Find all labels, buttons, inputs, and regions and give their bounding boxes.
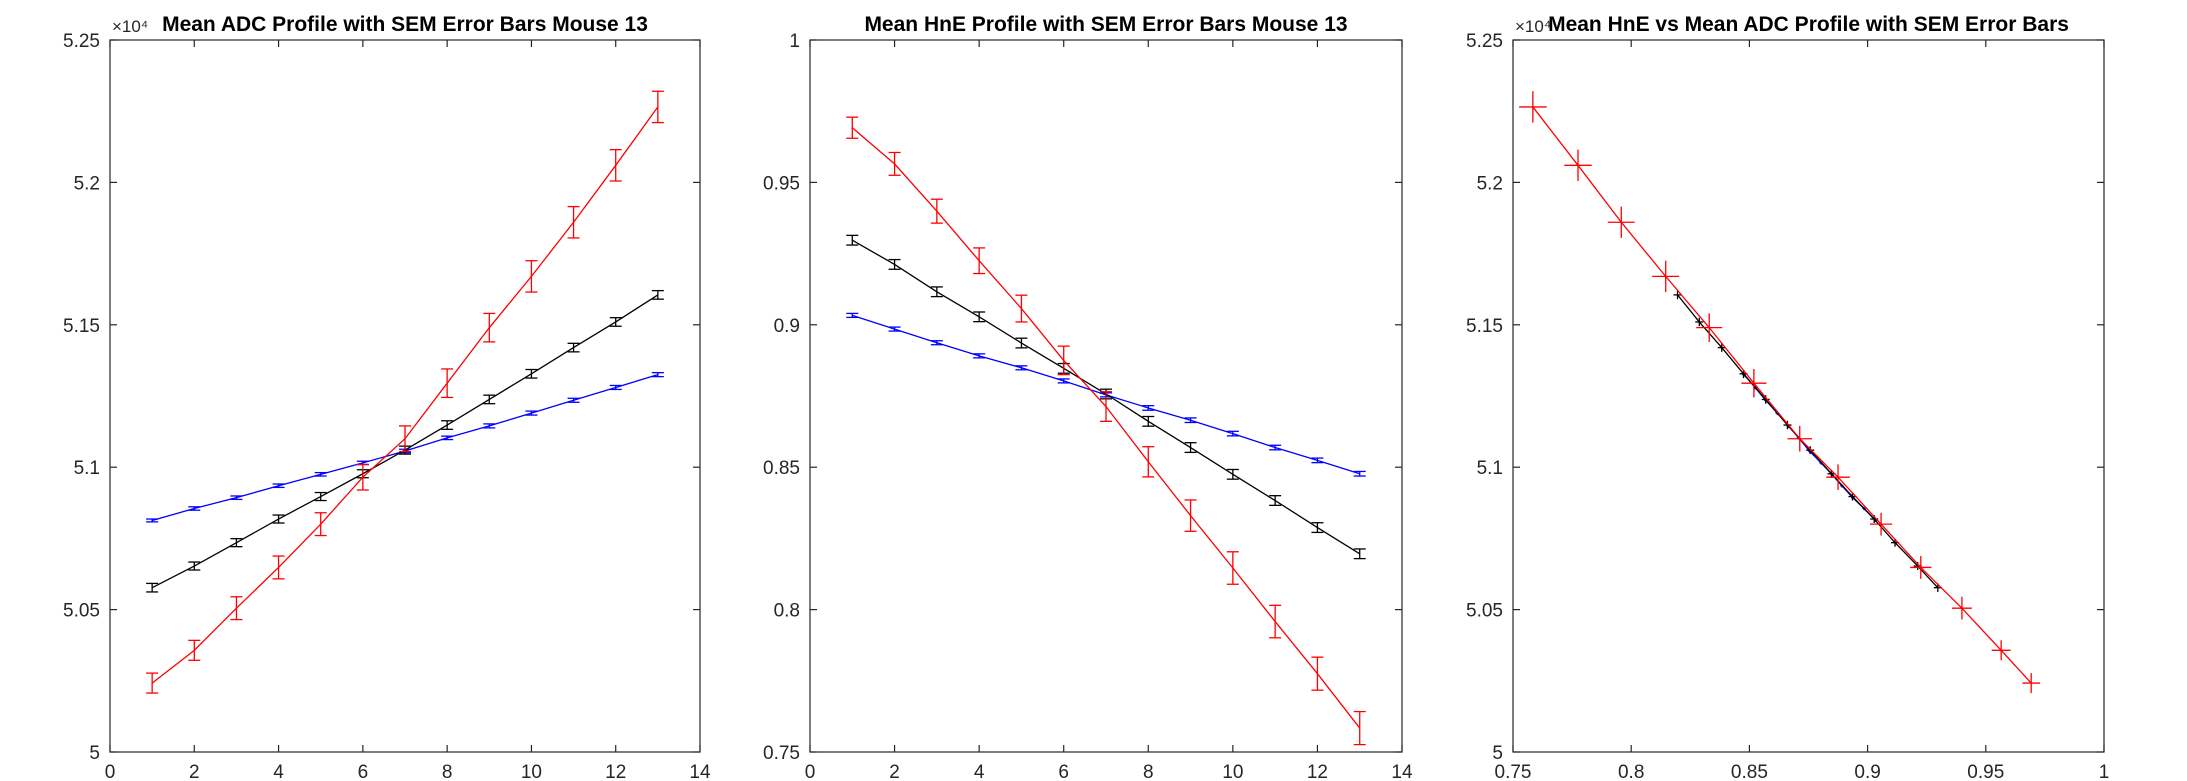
y-tick-label: 5.15: [63, 316, 100, 337]
x-tick-label: 10: [521, 762, 542, 781]
y-tick-label: 5.15: [1466, 316, 1503, 337]
chart-title: Mean HnE vs Mean ADC Profile with SEM Er…: [1548, 13, 2069, 36]
y-tick-label: 5: [89, 743, 100, 764]
chart-3: 0.75 0.8 0.85 0.9 0.95 1 5 5.05 5.1 5.15 5.2 5.25 ×1…: [1466, 13, 2109, 781]
series-red: [146, 90, 664, 694]
x-tick-label: 6: [358, 762, 369, 781]
y-tick-label: 5.2: [1477, 173, 1503, 194]
x-tick-label: 6: [1058, 762, 1069, 781]
y-tick-label: 0.75: [763, 743, 800, 764]
x-tick-label: 0: [805, 762, 816, 781]
y-tick-label: 5.1: [74, 458, 100, 479]
y-tick-label: 1: [789, 31, 800, 52]
y-tick-label: 0.8: [774, 601, 800, 622]
x-tick-label: 14: [1391, 762, 1413, 781]
x-tick-label: 12: [1307, 762, 1328, 781]
x-tick-label: 0.8: [1618, 762, 1644, 781]
y-tick-label: 5.25: [1466, 31, 1503, 52]
x-tick-label: 8: [1143, 762, 1154, 781]
x-tick-label: 2: [889, 762, 900, 781]
x-tick-label: 10: [1222, 762, 1243, 781]
series-red: [846, 116, 1366, 746]
y-tick-label: 0.9: [774, 316, 800, 337]
chart-1: 0 2 4 6 8 10 12 14 5 5.05 5.1 5.15 5.2 5.25 ×10⁴ Mean A…: [63, 13, 711, 781]
y-tick-label: 5.2: [74, 173, 100, 194]
x-tick-label: 4: [974, 762, 985, 781]
y-tick-label: 0.85: [763, 458, 800, 479]
chart-title: Mean ADC Profile with SEM Error Bars Mou…: [162, 13, 648, 36]
y-exponent-label: ×10⁴: [1515, 17, 1551, 36]
y-tick-label: 5.05: [63, 601, 100, 622]
x-tick-label: 0.75: [1495, 762, 1532, 781]
series-red: [1519, 91, 2040, 694]
chart-2: 0 2 4 6 8 10 12 14 0.75 0.8 0.85 0.9 0.95 1 Mean HnE P…: [763, 13, 1413, 781]
x-tick-label: 0.95: [1967, 762, 2004, 781]
axes-box: [109, 39, 701, 753]
series-black: [1673, 290, 1942, 592]
y-tick-label: 5.25: [63, 31, 100, 52]
y-tick-label: 5.05: [1466, 601, 1503, 622]
y-exponent-label: ×10⁴: [112, 17, 148, 36]
x-tick-label: 1: [2099, 762, 2110, 781]
x-tick-label: 8: [442, 762, 453, 781]
x-tick-label: 4: [273, 762, 284, 781]
x-tick-label: 0.9: [1854, 762, 1880, 781]
y-tick-label: 5: [1492, 743, 1503, 764]
x-tick-label: 12: [605, 762, 626, 781]
x-tick-label: 2: [189, 762, 200, 781]
x-tick-label: 0.85: [1731, 762, 1768, 781]
chart-title: Mean HnE Profile with SEM Error Bars Mou…: [864, 13, 1347, 36]
y-tick-label: 0.95: [763, 173, 800, 194]
y-tick-label: 5.1: [1477, 458, 1503, 479]
axes-box: [809, 39, 1403, 753]
axes-box: [1512, 39, 2105, 753]
x-tick-label: 14: [689, 762, 711, 781]
x-tick-label: 0: [105, 762, 116, 781]
